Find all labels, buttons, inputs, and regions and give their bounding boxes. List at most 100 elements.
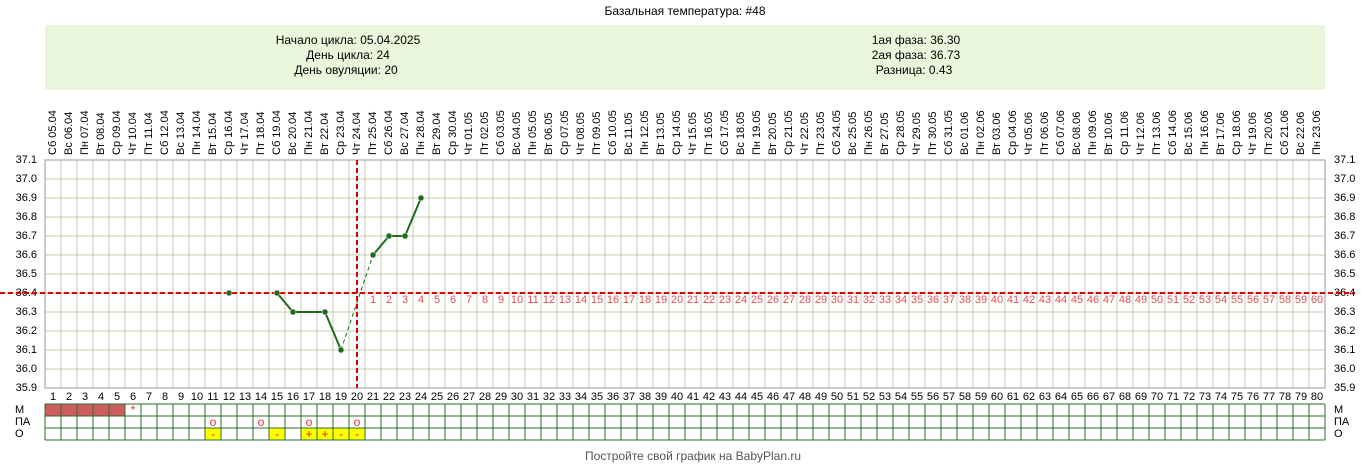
date-label: Вс 08.06 xyxy=(1071,112,1083,155)
date-label: Ср 04.06 xyxy=(1007,110,1019,155)
post-ovulation-day: 54 xyxy=(1215,294,1227,306)
date-label: Вт 03.06 xyxy=(991,112,1003,155)
date-label: Сб 14.06 xyxy=(1167,110,1179,155)
post-ovulation-day: 39 xyxy=(975,294,987,306)
x-tick-label: 10 xyxy=(191,391,203,403)
marker-symbol: - xyxy=(355,427,359,441)
temperature-point xyxy=(289,308,297,316)
x-tick-label: 58 xyxy=(959,391,971,403)
y-tick-label: 37.0 xyxy=(1334,173,1355,185)
post-ovulation-day: 44 xyxy=(1055,294,1067,306)
x-tick-label: 45 xyxy=(751,391,763,403)
x-tick-label: 23 xyxy=(399,391,411,403)
info-line: 2ая фаза: 36.73 xyxy=(872,48,961,62)
date-label: Сб 03.05 xyxy=(495,110,507,155)
footer: Постройте свой график на BabyPlan.ru xyxy=(585,449,801,463)
post-ovulation-day: 41 xyxy=(1007,294,1019,306)
date-label: Пн 26.05 xyxy=(863,110,875,155)
x-tick-label: 53 xyxy=(879,391,891,403)
date-label: Вс 13.04 xyxy=(175,112,187,155)
post-ovulation-day: 16 xyxy=(607,294,619,306)
x-tick-label: 3 xyxy=(82,391,88,403)
x-tick-label: 32 xyxy=(543,391,555,403)
date-label: Сб 21.06 xyxy=(1279,110,1291,155)
x-tick-label: 17 xyxy=(303,391,315,403)
x-tick-label: 56 xyxy=(927,391,939,403)
x-tick-label: 54 xyxy=(895,391,907,403)
x-tick-label: 24 xyxy=(415,391,427,403)
x-tick-label: 48 xyxy=(799,391,811,403)
post-ovulation-day: 27 xyxy=(783,294,795,306)
date-label: Вт 15.04 xyxy=(207,112,219,155)
date-label: Пн 21.04 xyxy=(303,110,315,155)
x-tick-label: 65 xyxy=(1071,391,1083,403)
date-label: Чт 15.05 xyxy=(687,112,699,155)
x-tick-label: 77 xyxy=(1263,391,1275,403)
marker-symbol: o xyxy=(306,415,313,429)
post-ovulation-day: 19 xyxy=(655,294,667,306)
info-label: 1ая фаза: xyxy=(872,33,927,47)
date-label: Чт 22.05 xyxy=(799,112,811,155)
post-ovulation-day: 46 xyxy=(1087,294,1099,306)
y-tick-label: 35.9 xyxy=(16,382,37,394)
y-tick-label: 36.7 xyxy=(1334,230,1355,242)
y-tick-label: 36.3 xyxy=(1334,306,1355,318)
post-ovulation-day: 48 xyxy=(1119,294,1131,306)
date-label: Пт 13.06 xyxy=(1151,111,1163,155)
info-label: 2ая фаза: xyxy=(872,48,927,62)
temperature-point xyxy=(401,232,409,240)
x-tick-label: 18 xyxy=(319,391,331,403)
temperature-point xyxy=(385,232,393,240)
date-label: Вт 10.06 xyxy=(1103,112,1115,155)
post-ovulation-day: 9 xyxy=(498,294,504,306)
date-label: Сб 10.05 xyxy=(607,110,619,155)
post-ovulation-day: 4 xyxy=(418,294,424,306)
post-ovulation-day: 25 xyxy=(751,294,763,306)
x-tick-label: 1 xyxy=(50,391,56,403)
date-label: Пн 28.04 xyxy=(415,110,427,155)
date-label: Пн 19.05 xyxy=(751,110,763,155)
x-tick-label: 52 xyxy=(863,391,875,403)
date-label: Ср 16.04 xyxy=(223,110,235,155)
info-line: 1ая фаза: 36.30 xyxy=(872,33,961,47)
date-label: Вс 27.04 xyxy=(399,112,411,155)
x-tick-label: 57 xyxy=(943,391,955,403)
post-ovulation-day: 57 xyxy=(1263,294,1275,306)
post-ovulation-day: 45 xyxy=(1071,294,1083,306)
date-label: Пн 07.04 xyxy=(79,110,91,155)
x-tick-label: 59 xyxy=(975,391,987,403)
marker-fill xyxy=(77,404,93,416)
x-tick-label: 42 xyxy=(703,391,715,403)
date-label: Чт 10.04 xyxy=(127,112,139,155)
info-label: День цикла: xyxy=(306,48,373,62)
date-label: Ср 18.06 xyxy=(1231,110,1243,155)
date-label: Чт 24.04 xyxy=(351,112,363,155)
post-ovulation-day: 36 xyxy=(927,294,939,306)
marker-symbol: + xyxy=(305,427,312,441)
date-label: Чт 17.04 xyxy=(239,112,251,155)
post-ovulation-day: 18 xyxy=(639,294,651,306)
x-tick-label: 8 xyxy=(162,391,168,403)
marker-row-label: М xyxy=(15,404,24,416)
x-tick-label: 68 xyxy=(1119,391,1131,403)
marker-fill xyxy=(349,428,365,440)
post-ovulation-day: 15 xyxy=(591,294,603,306)
marker-symbol: - xyxy=(275,427,279,441)
post-ovulation-day: 42 xyxy=(1023,294,1035,306)
info-value: 20 xyxy=(384,63,398,77)
x-tick-label: 79 xyxy=(1295,391,1307,403)
x-tick-label: 6 xyxy=(130,391,136,403)
info-label: День овуляции: xyxy=(294,63,381,77)
post-ovulation-day: 21 xyxy=(687,294,699,306)
x-tick-label: 28 xyxy=(479,391,491,403)
info-value: 05.04.2025 xyxy=(360,33,420,47)
date-label: Пт 06.06 xyxy=(1039,111,1051,155)
date-label: Вс 04.05 xyxy=(511,112,523,155)
post-ovulation-day: 26 xyxy=(767,294,779,306)
marker-fill xyxy=(93,404,109,416)
post-ovulation-day: 1 xyxy=(370,294,376,306)
x-tick-label: 73 xyxy=(1199,391,1211,403)
x-tick-label: 4 xyxy=(98,391,104,403)
x-tick-label: 35 xyxy=(591,391,603,403)
